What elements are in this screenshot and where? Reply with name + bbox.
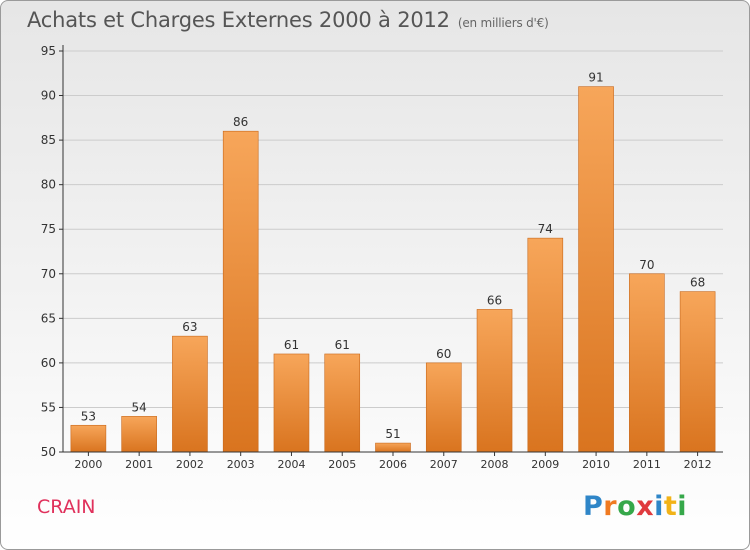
data-label-2008: 66 — [487, 293, 502, 307]
chart-title-text: Achats et Charges Externes 2000 à 2012 — [27, 8, 450, 32]
x-tick-label-2000: 2000 — [74, 458, 102, 471]
bar-2009 — [527, 237, 564, 453]
bar-2006 — [375, 442, 411, 453]
bar-2005 — [324, 353, 361, 453]
proxiti-logo: Proxiti — [583, 491, 687, 522]
x-tick-label-2002: 2002 — [176, 458, 204, 471]
data-label-2010: 91 — [588, 71, 603, 85]
logo-letter: x — [636, 491, 655, 522]
x-tick-label-2004: 2004 — [277, 458, 305, 471]
bar-2007 — [425, 362, 462, 453]
data-label-2001: 54 — [132, 400, 147, 414]
data-label-2002: 63 — [182, 320, 197, 334]
data-label-2003: 86 — [233, 115, 248, 129]
x-tick-label-2010: 2010 — [582, 458, 610, 471]
y-tick-label: 90 — [41, 89, 56, 103]
data-label-2004: 61 — [284, 338, 299, 352]
data-label-2011: 70 — [639, 258, 654, 272]
logo-letter: P — [583, 491, 604, 522]
y-tick-label: 95 — [41, 44, 56, 58]
y-tick-label: 50 — [41, 445, 56, 459]
y-tick-label: 85 — [41, 133, 56, 147]
x-tick-label-2008: 2008 — [481, 458, 509, 471]
bar-2001 — [121, 416, 157, 453]
bar-2011 — [629, 273, 665, 453]
x-tick-label-2001: 2001 — [125, 458, 153, 471]
bar-2008 — [476, 309, 513, 453]
logo-letter: i — [654, 491, 664, 522]
logo-letter: t — [663, 491, 678, 522]
x-tick-label-2012: 2012 — [684, 458, 712, 471]
data-label-2007: 60 — [436, 347, 451, 361]
y-tick-label: 60 — [41, 356, 56, 370]
bar-2003 — [222, 130, 259, 453]
x-tick-label-2007: 2007 — [430, 458, 458, 471]
bar-2002 — [172, 335, 208, 453]
bar-2010 — [578, 86, 614, 453]
y-tick-label: 80 — [41, 178, 56, 192]
data-label-2005: 61 — [335, 338, 350, 352]
logo-letter: i — [677, 491, 688, 522]
data-label-2006: 51 — [385, 427, 400, 441]
x-tick-label-2009: 2009 — [531, 458, 559, 471]
bar-2012 — [679, 291, 716, 453]
x-tick-label-2011: 2011 — [633, 458, 661, 471]
chart-title: Achats et Charges Externes 2000 à 2012 (e… — [27, 8, 549, 32]
commune-name: CRAIN — [37, 496, 96, 518]
x-tick-label-2003: 2003 — [227, 458, 255, 471]
x-tick-label-2005: 2005 — [328, 458, 356, 471]
y-tick-label: 65 — [41, 311, 56, 325]
chart-unit-label: (en milliers d'€) — [457, 16, 549, 30]
data-label-2000: 53 — [81, 409, 96, 423]
y-tick-label: 75 — [41, 222, 56, 236]
y-tick-label: 55 — [41, 400, 56, 414]
logo-letter: r — [603, 491, 618, 522]
bar-2000 — [70, 424, 107, 453]
x-tick-label-2006: 2006 — [379, 458, 407, 471]
data-label-2009: 74 — [538, 222, 553, 236]
y-tick-label: 70 — [41, 267, 56, 281]
data-label-2012: 68 — [690, 276, 705, 290]
logo-letter: o — [617, 491, 637, 522]
bar-2004 — [273, 353, 310, 453]
